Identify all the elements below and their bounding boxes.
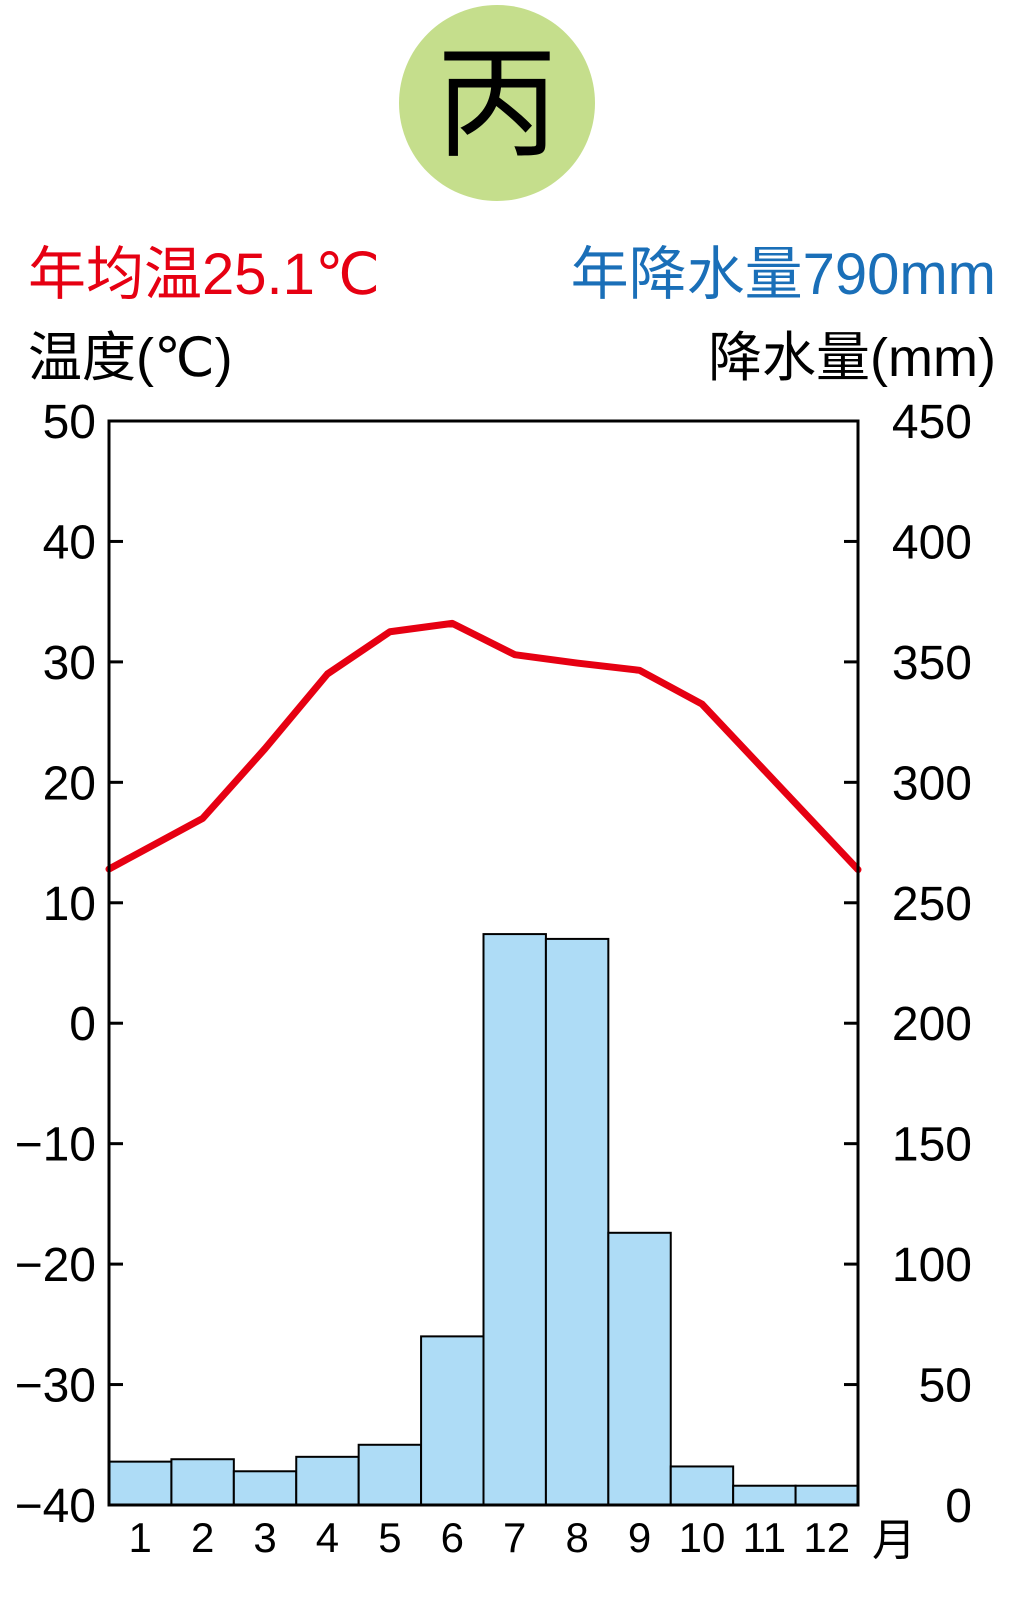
y-right-tick-label: 200 [892, 998, 972, 1051]
precip-bar-3 [232, 1470, 298, 1506]
x-tick-label-1: 1 [129, 1514, 152, 1561]
y-left-tick-label: 20 [43, 757, 96, 810]
x-tick-label-2: 2 [191, 1514, 214, 1561]
axis-ticks [109, 419, 858, 1507]
precip-bar-1 [108, 1460, 173, 1507]
x-tick-label-5: 5 [378, 1514, 401, 1561]
temp-line [105, 619, 862, 874]
y-left-axis-label: 温度(℃) [28, 328, 233, 388]
y-left-tick-label: −20 [15, 1239, 96, 1292]
y-right-axis-label: 降水量(mm) [708, 328, 996, 388]
y-left-tick-label: 50 [43, 396, 96, 449]
badge-circle [399, 5, 595, 201]
x-unit-label: 月 [872, 1516, 916, 1565]
precip-bar-8 [544, 937, 610, 1506]
y-right-tick-label: 50 [919, 1360, 972, 1413]
y-right-tick-label: 350 [892, 637, 972, 690]
badge-label: 丙 [436, 36, 558, 172]
y-right-tick-label: 100 [892, 1239, 972, 1292]
y-left-tick-label: −40 [15, 1480, 96, 1533]
annual-temp-label: 年均温25.1℃ [28, 242, 380, 307]
axis-labels: 50403020100−10−20−30−4045040035030025020… [15, 396, 972, 1561]
x-tick-label-11: 11 [743, 1514, 787, 1561]
y-left-tick-label: 30 [43, 637, 96, 690]
x-tick-label-8: 8 [565, 1514, 588, 1561]
y-left-tick-label: −10 [15, 1119, 96, 1172]
precip-bar-11 [732, 1484, 797, 1506]
y-right-tick-label: 400 [892, 516, 972, 569]
precip-bar-12 [794, 1484, 859, 1506]
y-right-tick-label: 150 [892, 1119, 972, 1172]
x-tick-label-12: 12 [803, 1514, 850, 1561]
x-tick-label-6: 6 [441, 1514, 464, 1561]
annual-precip-label: 年降水量790mm [571, 242, 996, 307]
y-left-tick-label: 0 [69, 998, 96, 1051]
y-right-tick-label: 250 [892, 878, 972, 931]
precip-bar-9 [607, 1231, 672, 1506]
precip-bars [108, 933, 859, 1507]
precip-bar-5 [357, 1443, 423, 1507]
y-left-tick-label: 10 [43, 878, 96, 931]
y-left-tick-label: 40 [43, 516, 96, 569]
x-tick-label-7: 7 [503, 1514, 526, 1561]
precip-bar-2 [170, 1458, 235, 1506]
x-tick-label-4: 4 [316, 1514, 339, 1561]
x-tick-label-9: 9 [628, 1514, 651, 1561]
plot-frame [107, 419, 860, 1507]
x-tick-label-3: 3 [253, 1514, 276, 1561]
x-tick-label-10: 10 [679, 1514, 726, 1561]
y-right-tick-label: 0 [945, 1480, 972, 1533]
y-left-tick-label: −30 [15, 1360, 96, 1413]
precip-bar-6 [420, 1335, 485, 1507]
y-right-tick-label: 300 [892, 757, 972, 810]
precip-bar-4 [295, 1455, 360, 1507]
precip-bar-10 [669, 1465, 735, 1506]
precip-bar-7 [482, 933, 547, 1506]
y-right-tick-label: 450 [892, 396, 972, 449]
